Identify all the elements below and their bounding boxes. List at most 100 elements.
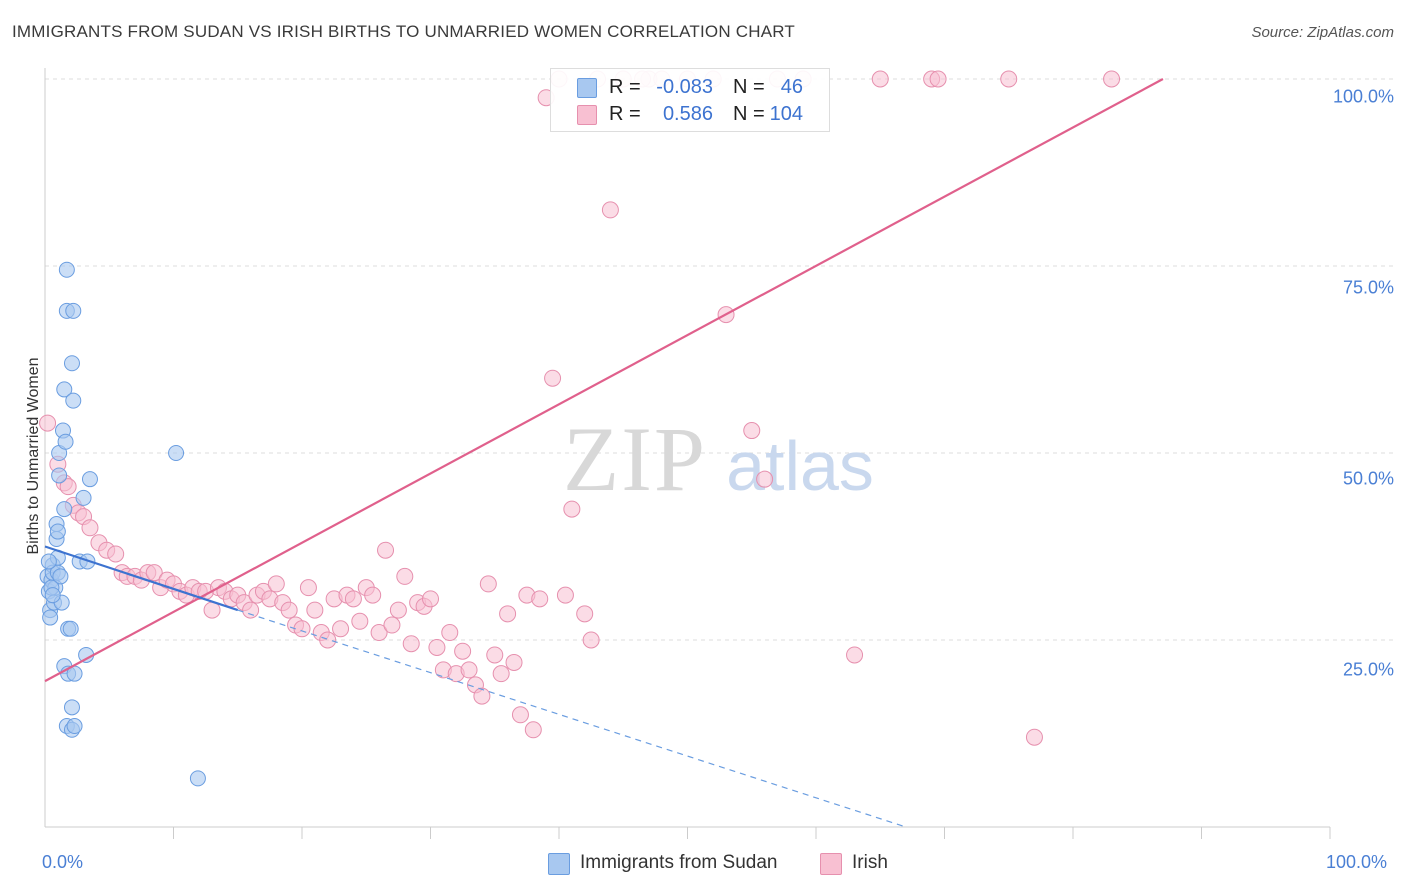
irish-point [1000,70,1018,88]
irish-point [929,70,947,88]
sudan-points [39,261,206,787]
irish-point [293,620,311,638]
sudan-point [63,355,80,372]
irish-point [383,616,401,634]
irish-point [511,706,529,724]
irish-point [871,70,889,88]
irish-point [396,567,414,585]
irish-point [402,635,420,653]
y-tick-label: 25.0% [1342,659,1394,680]
irish-point [454,642,472,660]
stats-legend: R = -0.083 N = 46 R = 0.586 N = 104 [550,68,830,132]
legend-label-irish: Irish [852,852,888,873]
legend-n-label: N = [733,103,765,125]
x-tick-label-max: 100.0% [1326,852,1388,872]
legend-swatch-irish [577,105,597,125]
sudan-point [81,471,98,488]
irish-point [544,369,562,387]
legend-n-value: 46 [780,76,803,98]
irish-point [473,687,491,705]
axes [44,68,1331,839]
source-label[interactable]: Source: ZipAtlas.com [1251,24,1394,41]
sudan-point [58,261,75,278]
legend-r-value: 0.586 [662,103,713,125]
irish-point [479,575,497,593]
y-tick-label: 50.0% [1342,468,1394,489]
irish-point [364,586,382,604]
x-tick-label-min: 0.0% [42,852,84,872]
legend-r-label: R = [609,76,641,98]
irish-point [601,201,619,219]
irish-point [332,620,350,638]
irish-point [344,590,362,608]
legend-label-sudan: Immigrants from Sudan [580,852,778,873]
irish-point [846,646,864,664]
irish-point [563,500,581,518]
legend-r-label: R = [609,103,641,125]
y-tick-label: 100.0% [1332,86,1394,107]
sudan-point [189,770,206,787]
irish-point [107,545,125,563]
irish-trend-line [44,78,1164,683]
chart-title: IMMIGRANTS FROM SUDAN VS IRISH BIRTHS TO… [12,22,796,41]
watermark-atlas-text: atlas [726,427,874,505]
irish-point [370,624,388,642]
irish-point [428,638,446,656]
sudan-point [62,620,79,637]
legend-n-label: N = [733,76,765,98]
irish-point [524,721,542,739]
sudan-point [168,445,185,461]
sudan-point [56,381,73,398]
irish-point [59,478,77,496]
sudan-point [65,392,82,409]
sudan-point [56,501,73,518]
sudan-point [63,699,80,716]
watermark-zip-text: ZIP [563,408,707,510]
irish-point [756,470,774,488]
sudan-point [42,609,59,626]
sudan-point [49,523,66,540]
sudan-trend-line [44,545,239,612]
sudan-point [51,467,68,484]
irish-point [299,579,317,597]
irish-point [531,590,549,608]
legend-row-irish: R = 0.586 N = 104 [551,100,829,128]
legend-n-value: 104 [769,103,803,125]
irish-point [499,605,517,623]
irish-point [492,665,510,683]
irish-point [582,631,600,649]
irish-point [556,586,574,604]
sudan-point [65,302,82,319]
irish-point [267,575,285,593]
y-tick-label: 75.0% [1342,277,1394,298]
sudan-point [75,489,92,506]
sudan-point [40,553,57,570]
sudan-point [57,433,74,450]
irish-point [319,631,337,649]
irish-point [1103,70,1121,88]
irish-point [39,414,57,432]
sudan-trend-extension [237,609,907,828]
legend-swatch-sudan [548,853,570,875]
y-axis-label: Births to Unmarried Women [25,357,42,555]
trend-lines [44,78,1164,828]
legend-r-value: -0.083 [656,76,713,98]
irish-point [81,519,99,537]
irish-point [242,601,260,619]
legend-swatch-sudan [577,78,597,98]
irish-point [576,605,594,623]
irish-point [377,541,395,559]
legend-swatch-irish [820,853,842,875]
irish-point [389,601,407,619]
gridlines [45,78,1395,641]
watermark: ZIP atlas [563,408,874,510]
sudan-point [66,718,83,735]
irish-point [441,624,459,642]
irish-point [486,646,504,664]
irish-point [460,661,478,679]
irish-point [145,564,163,582]
sudan-point [52,568,69,585]
irish-point [306,601,324,619]
